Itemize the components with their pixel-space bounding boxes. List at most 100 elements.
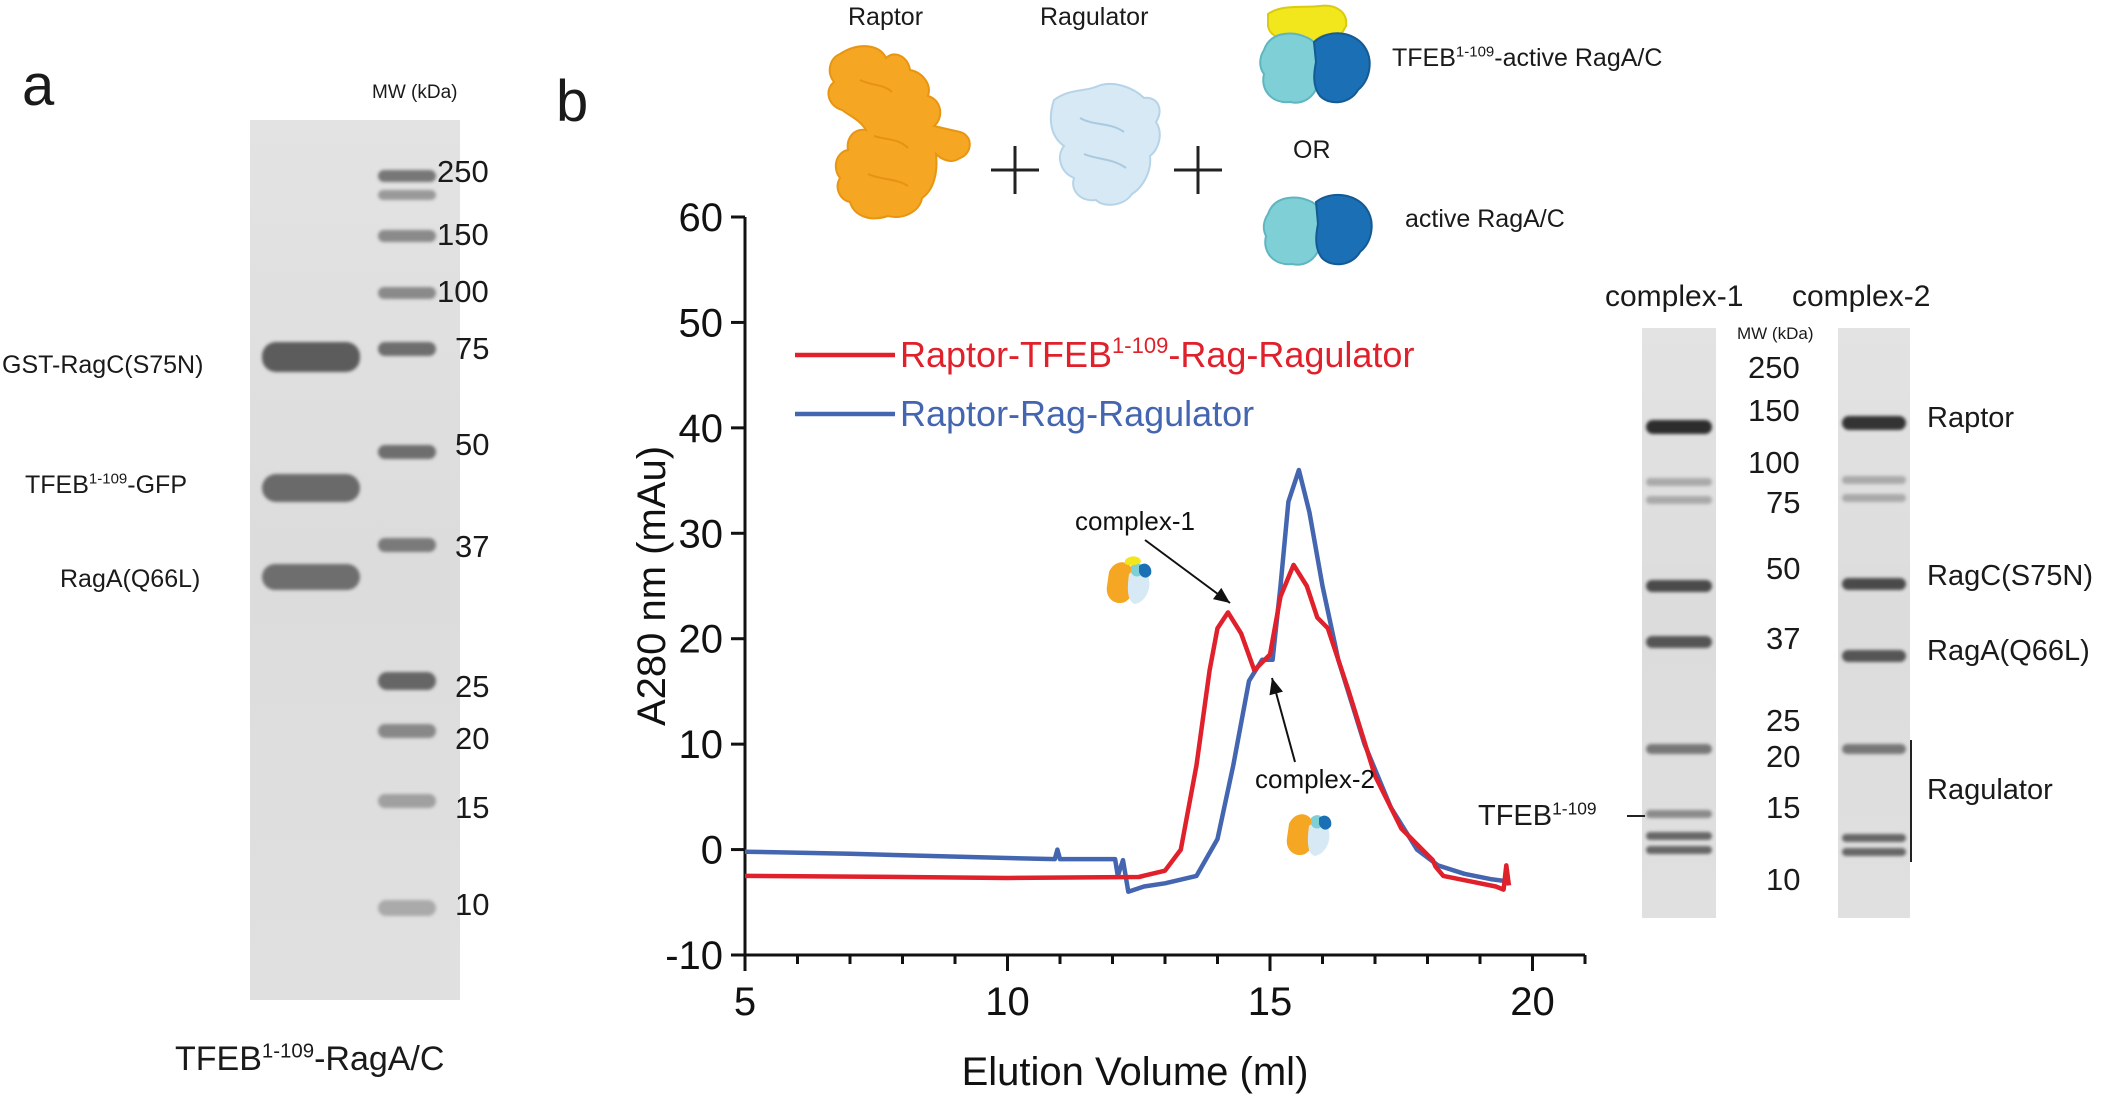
active-ragac-icon <box>1262 193 1373 266</box>
complex-1-icon-tfeb <box>1125 556 1141 566</box>
x-tick-label: 10 <box>985 980 1030 1024</box>
ladder-band <box>378 538 436 552</box>
gel-b-mw-marker: 15 <box>1766 790 1801 825</box>
gel-b-mw-marker: 25 <box>1766 703 1801 738</box>
arrow-complex-2-head <box>1269 678 1283 696</box>
tfeb-rag-complex-icon <box>1259 4 1371 104</box>
raga-label: RagA(Q66L) <box>60 565 201 593</box>
complex-1-icon <box>1106 556 1152 604</box>
tfeb-band <box>1646 810 1712 818</box>
raptor-band <box>1646 420 1712 434</box>
raga-gel-label: RagA(Q66L) <box>1927 635 2090 667</box>
tfeb-active-ragac-label: TFEB1-109-active RagA/C <box>1392 43 1663 72</box>
arrow-complex-1-head <box>1212 587 1230 603</box>
raga-band <box>262 564 360 590</box>
ragulator-band <box>1842 848 1906 856</box>
gel-b-mw-marker: 150 <box>1748 393 1800 428</box>
raptor-structure-icon <box>827 45 971 220</box>
gel-b-mw-marker: 50 <box>1766 551 1801 586</box>
ragulator-gel-label: Ragulator <box>1927 774 2053 806</box>
mw-marker: 250 <box>437 154 489 189</box>
raptor-schematic-label: Raptor <box>848 3 924 31</box>
ragulator-band <box>1646 744 1712 754</box>
panel-a-mw-header: MW (kDa) <box>372 82 458 103</box>
legend-label: Raptor-TFEB1-109-Rag-Ragulator <box>900 333 1414 375</box>
y-tick-label: 20 <box>679 618 724 662</box>
mw-marker: 50 <box>455 427 490 462</box>
y-tick-label: 10 <box>679 723 724 767</box>
complex-2-icon-ragc <box>1319 815 1332 830</box>
ladder-band <box>378 900 436 916</box>
x-tick-label: 15 <box>1248 980 1293 1024</box>
y-tick-label: 30 <box>679 512 724 556</box>
ladder-band <box>378 190 436 200</box>
complex-2-lane <box>1838 328 1910 918</box>
ragulator-band <box>1646 832 1712 840</box>
panel-a-letter: a <box>22 53 55 118</box>
ragulator-structure-icon <box>1049 82 1161 206</box>
plus-icon <box>991 146 1039 194</box>
complex-1-icon-ragulator <box>1127 569 1150 604</box>
complex-2-icon <box>1286 814 1332 856</box>
mw-marker: 37 <box>455 529 490 564</box>
gel-b-mw-marker: 20 <box>1766 739 1801 774</box>
chart-axes: -10 0 10 20 30 40 50 60 5 10 15 20 Elution Volume (m… <box>630 196 1587 1094</box>
ladder-band <box>378 672 436 690</box>
series-line-red <box>744 562 1512 892</box>
chromatogram-chart: -10 0 10 20 30 40 50 60 5 10 15 20 Elution Volume (m… <box>630 196 1587 1094</box>
complex-2-icon-ragulator <box>1307 821 1330 856</box>
gst-ragc-label: GST-RagC(S75N) <box>2 351 204 379</box>
annotation-complex-2: complex-2 <box>1255 764 1375 794</box>
tfeb-gfp-band <box>262 474 360 502</box>
minor-band <box>1646 478 1712 486</box>
raga-band <box>1646 636 1712 648</box>
mw-marker: 150 <box>437 217 489 252</box>
chart-legend: Raptor-TFEB1-109-Rag-Ragulator Raptor-Rag… <box>795 333 1414 434</box>
gst-ragc-band <box>262 342 360 372</box>
or-label: OR <box>1293 136 1331 164</box>
panel-a-caption: TFEB1-109-RagA/C <box>175 1040 445 1078</box>
ragulator-band <box>1646 846 1712 854</box>
mw-marker: 10 <box>455 887 490 922</box>
mw-marker: 20 <box>455 721 490 756</box>
chart-lines <box>744 467 1512 894</box>
ragc-gel-label: RagC(S75N) <box>1927 560 2093 592</box>
y-tick-label: 0 <box>701 829 723 873</box>
gel-b-mw-marker: 250 <box>1748 350 1800 385</box>
mw-marker: 100 <box>437 274 489 309</box>
arrow-complex-1 <box>1144 539 1231 604</box>
panel-b-mw-header: MW (kDa) <box>1737 324 1814 343</box>
complex-1-icon-ragc <box>1139 563 1152 578</box>
gel-b-mw-marker: 10 <box>1766 862 1801 897</box>
raptor-gel-label: Raptor <box>1927 402 2015 434</box>
x-tick-label: 20 <box>1510 980 1555 1024</box>
ladder-band <box>378 724 436 738</box>
ladder-band <box>378 794 436 808</box>
plus-icon <box>1174 146 1222 194</box>
tfeb-gel-tick <box>1627 815 1645 817</box>
chart-annotations: complex-1 complex-2 <box>1075 506 1375 856</box>
gel-b-mw-marker: 37 <box>1766 621 1801 656</box>
complex-2-gel-label: complex-2 <box>1792 280 1931 313</box>
minor-band <box>1842 476 1906 484</box>
ragulator-bracket <box>1910 740 1912 862</box>
y-axis-label: A280 nm (mAu) <box>630 446 674 726</box>
complex-1-lane <box>1642 328 1716 918</box>
gel-b-mw-marker: 75 <box>1766 485 1801 520</box>
ragulator-band <box>1842 834 1906 842</box>
panel-a-gel <box>250 120 460 1000</box>
ladder-band <box>378 342 436 356</box>
x-axis-label: Elution Volume (ml) <box>962 1050 1309 1094</box>
raptor-band <box>1842 416 1906 430</box>
ladder-band <box>378 445 436 459</box>
mw-marker: 15 <box>455 790 490 825</box>
ladder-band <box>378 230 436 242</box>
ragc-band <box>1646 580 1712 592</box>
x-tick-label: 5 <box>734 980 756 1024</box>
tfeb-gfp-label: TFEB1-109-GFP <box>25 470 187 499</box>
ladder-band <box>378 170 436 182</box>
active-ragac-label: active RagA/C <box>1405 205 1565 233</box>
raga-band <box>1842 650 1906 662</box>
panel-b-letter: b <box>556 69 589 134</box>
y-tick-label: -10 <box>665 934 723 978</box>
